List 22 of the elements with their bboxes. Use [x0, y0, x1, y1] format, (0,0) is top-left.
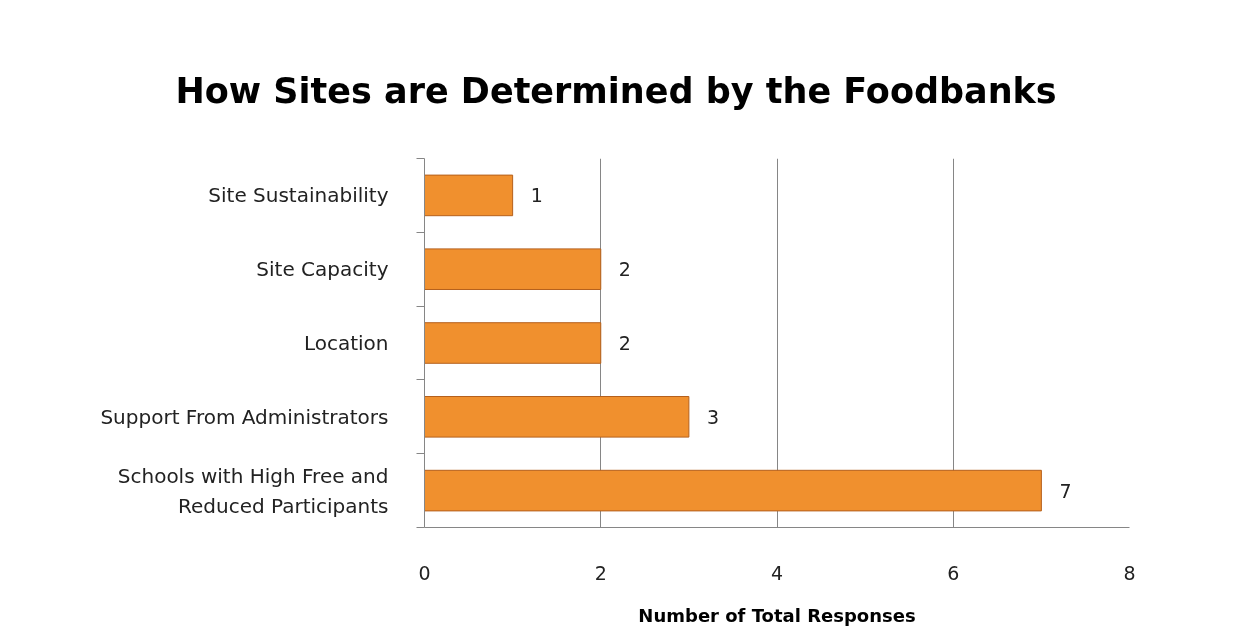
- bar: [424, 396, 690, 438]
- chart-title: How Sites are Determined by the Foodbanks: [175, 71, 1057, 111]
- bar: [424, 469, 1042, 512]
- x-tick-label: 6: [947, 561, 960, 584]
- x-tick-label: 0: [418, 561, 431, 584]
- x-tick-label: 2: [594, 561, 607, 584]
- y-tick-label: Schools with High Free and Reduced Participants: [117, 463, 389, 518]
- data-label: 2: [618, 332, 631, 354]
- bar: [424, 174, 514, 217]
- data-label: 7: [1059, 479, 1072, 502]
- data-label: 1: [530, 184, 543, 207]
- x-tick-label: 4: [770, 561, 784, 584]
- x-axis-title: Number of Total Responses: [638, 604, 916, 626]
- data-label: 2: [618, 258, 631, 281]
- y-tick-label: Site Capacity: [256, 257, 389, 282]
- x-tick-label: 8: [1123, 561, 1136, 584]
- bar: [424, 248, 602, 290]
- y-tick-label: Site Sustainability: [208, 183, 389, 208]
- y-tick-label: Support From Administrators: [100, 404, 389, 429]
- bar: [424, 322, 602, 364]
- y-tick-label: Location: [303, 331, 389, 355]
- data-label: 3: [706, 405, 719, 428]
